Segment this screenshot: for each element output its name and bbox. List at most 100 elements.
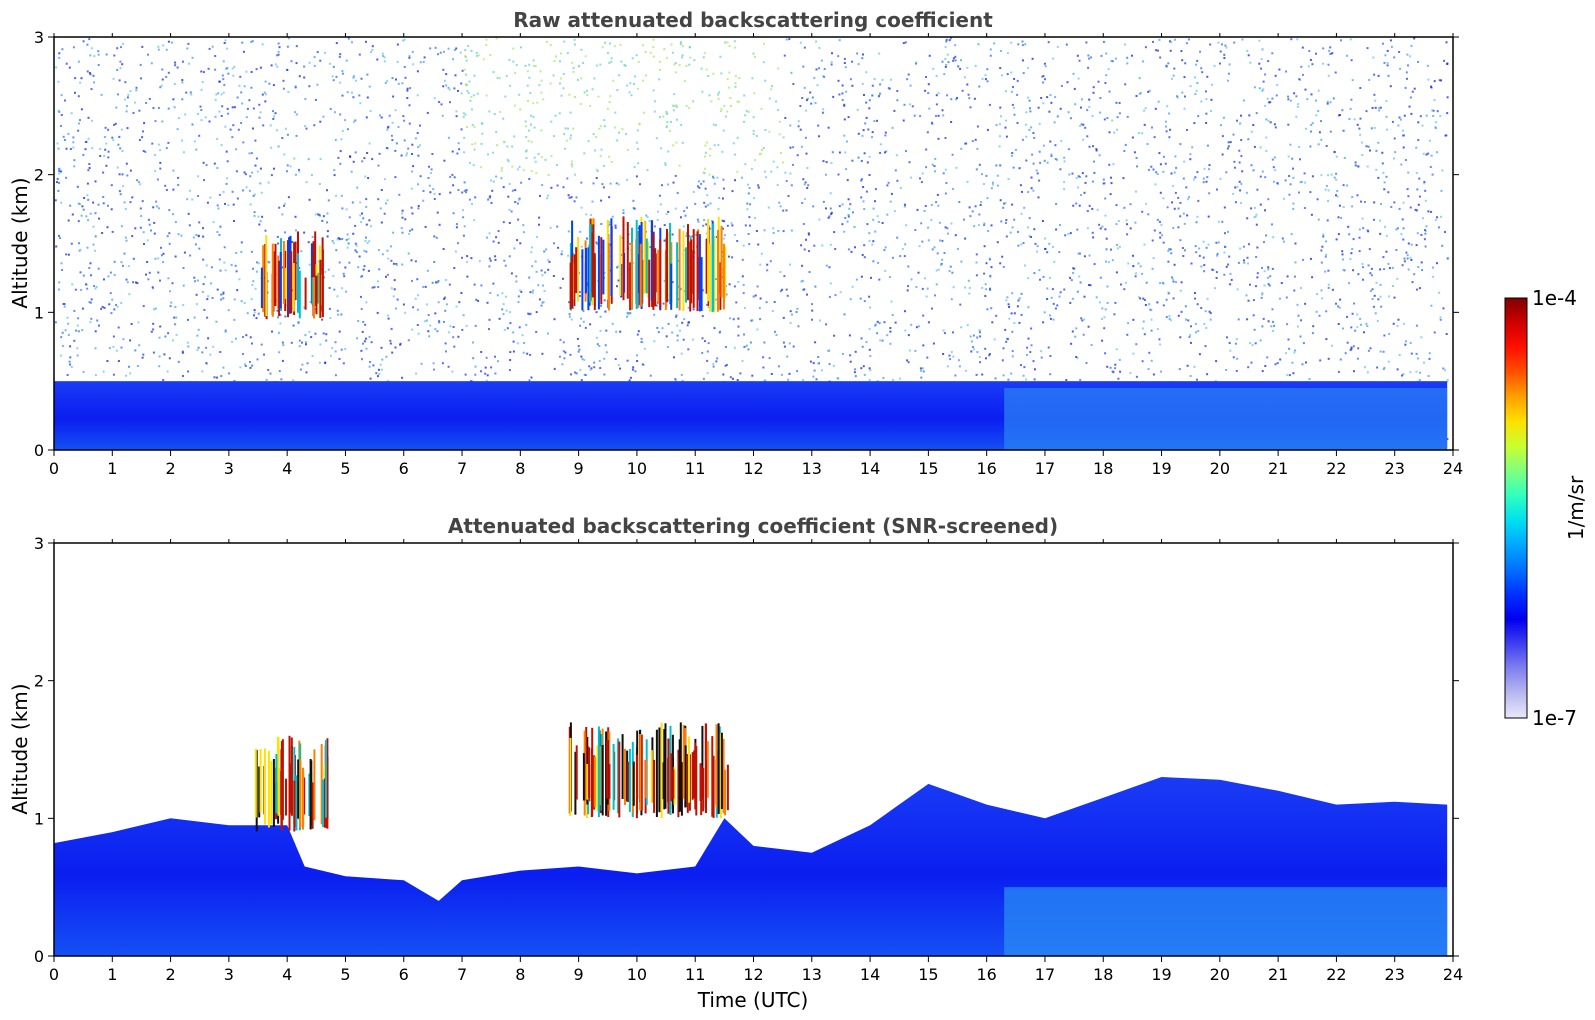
noise-speck <box>75 329 77 332</box>
noise-speck <box>766 263 769 266</box>
noise-speck <box>732 318 735 321</box>
noise-speck <box>1092 236 1095 239</box>
noise-speck <box>989 274 992 277</box>
noise-speck <box>1440 189 1443 192</box>
noise-speck <box>516 239 519 242</box>
noise-speck <box>737 100 740 103</box>
noise-speck <box>57 147 60 150</box>
noise-speck <box>291 241 294 243</box>
noise-speck <box>1292 167 1294 170</box>
noise-speck <box>290 341 293 344</box>
noise-speck <box>801 97 804 99</box>
noise-speck <box>202 258 205 261</box>
noise-speck <box>531 246 534 249</box>
noise-speck <box>871 84 874 87</box>
noise-speck <box>849 360 852 363</box>
noise-speck <box>1311 63 1314 66</box>
noise-speck <box>1342 129 1345 132</box>
noise-speck <box>713 182 716 185</box>
noise-speck <box>66 316 69 319</box>
noise-speck <box>88 301 91 304</box>
noise-speck <box>480 142 483 145</box>
noise-speck <box>492 282 495 285</box>
noise-speck <box>73 165 76 168</box>
noise-speck <box>580 317 583 320</box>
noise-speck <box>147 218 150 221</box>
noise-speck <box>1195 331 1197 334</box>
noise-speck <box>1042 75 1045 78</box>
noise-speck <box>906 289 909 292</box>
noise-speck <box>664 163 667 166</box>
noise-speck <box>213 162 216 165</box>
noise-speck <box>918 245 921 248</box>
noise-speck <box>1401 264 1404 267</box>
noise-speck <box>1306 98 1309 101</box>
noise-speck <box>95 286 98 288</box>
noise-speck <box>861 254 864 256</box>
noise-speck <box>1418 177 1421 180</box>
noise-speck <box>768 97 771 100</box>
noise-speck <box>474 196 477 199</box>
noise-speck <box>162 261 165 263</box>
noise-speck <box>1292 176 1295 179</box>
noise-speck <box>1415 209 1418 212</box>
noise-speck <box>1044 65 1047 68</box>
noise-speck <box>1302 258 1305 261</box>
noise-speck <box>1363 331 1365 334</box>
noise-speck <box>608 196 611 199</box>
noise-speck <box>462 209 464 212</box>
noise-speck <box>1289 183 1292 186</box>
noise-speck <box>855 278 858 281</box>
noise-speck <box>894 169 897 172</box>
noise-speck <box>1172 280 1175 283</box>
noise-speck <box>352 120 355 123</box>
noise-speck <box>613 45 616 48</box>
noise-speck <box>1099 276 1102 279</box>
noise-speck <box>249 361 251 363</box>
noise-speck <box>1404 159 1407 161</box>
noise-speck <box>214 55 217 57</box>
noise-speck <box>1416 188 1419 191</box>
noise-speck <box>734 75 737 78</box>
noise-speck <box>1238 161 1241 164</box>
noise-speck <box>60 94 63 97</box>
noise-speck <box>246 107 249 110</box>
noise-speck <box>1067 232 1070 235</box>
noise-speck <box>124 236 127 239</box>
noise-speck <box>828 295 831 298</box>
noise-speck <box>520 46 522 49</box>
noise-speck <box>216 288 219 291</box>
noise-speck <box>1321 245 1324 248</box>
noise-speck <box>380 368 383 371</box>
noise-speck <box>1223 53 1226 56</box>
noise-speck <box>234 264 237 267</box>
noise-speck <box>949 265 952 268</box>
noise-speck <box>553 60 556 63</box>
noise-speck <box>981 173 983 176</box>
noise-speck <box>715 298 718 301</box>
noise-speck <box>232 74 235 77</box>
noise-speck <box>989 288 992 291</box>
noise-speck <box>852 211 854 214</box>
noise-speck <box>1393 296 1396 299</box>
noise-speck <box>672 109 675 112</box>
noise-speck <box>249 203 252 206</box>
noise-speck <box>113 123 116 126</box>
noise-speck <box>1169 49 1172 52</box>
noise-speck <box>657 331 660 334</box>
noise-speck <box>416 278 419 281</box>
noise-speck <box>546 197 549 200</box>
noise-speck <box>731 256 734 259</box>
noise-speck <box>118 190 121 193</box>
noise-speck <box>991 321 994 324</box>
noise-speck <box>406 152 408 155</box>
noise-speck <box>1171 278 1174 280</box>
noise-speck <box>122 42 125 45</box>
noise-speck <box>1377 107 1380 110</box>
noise-speck <box>825 207 827 210</box>
noise-speck <box>564 147 567 150</box>
noise-speck <box>1123 288 1126 291</box>
noise-speck <box>1103 327 1106 330</box>
noise-speck <box>783 345 786 348</box>
noise-speck <box>630 94 633 97</box>
